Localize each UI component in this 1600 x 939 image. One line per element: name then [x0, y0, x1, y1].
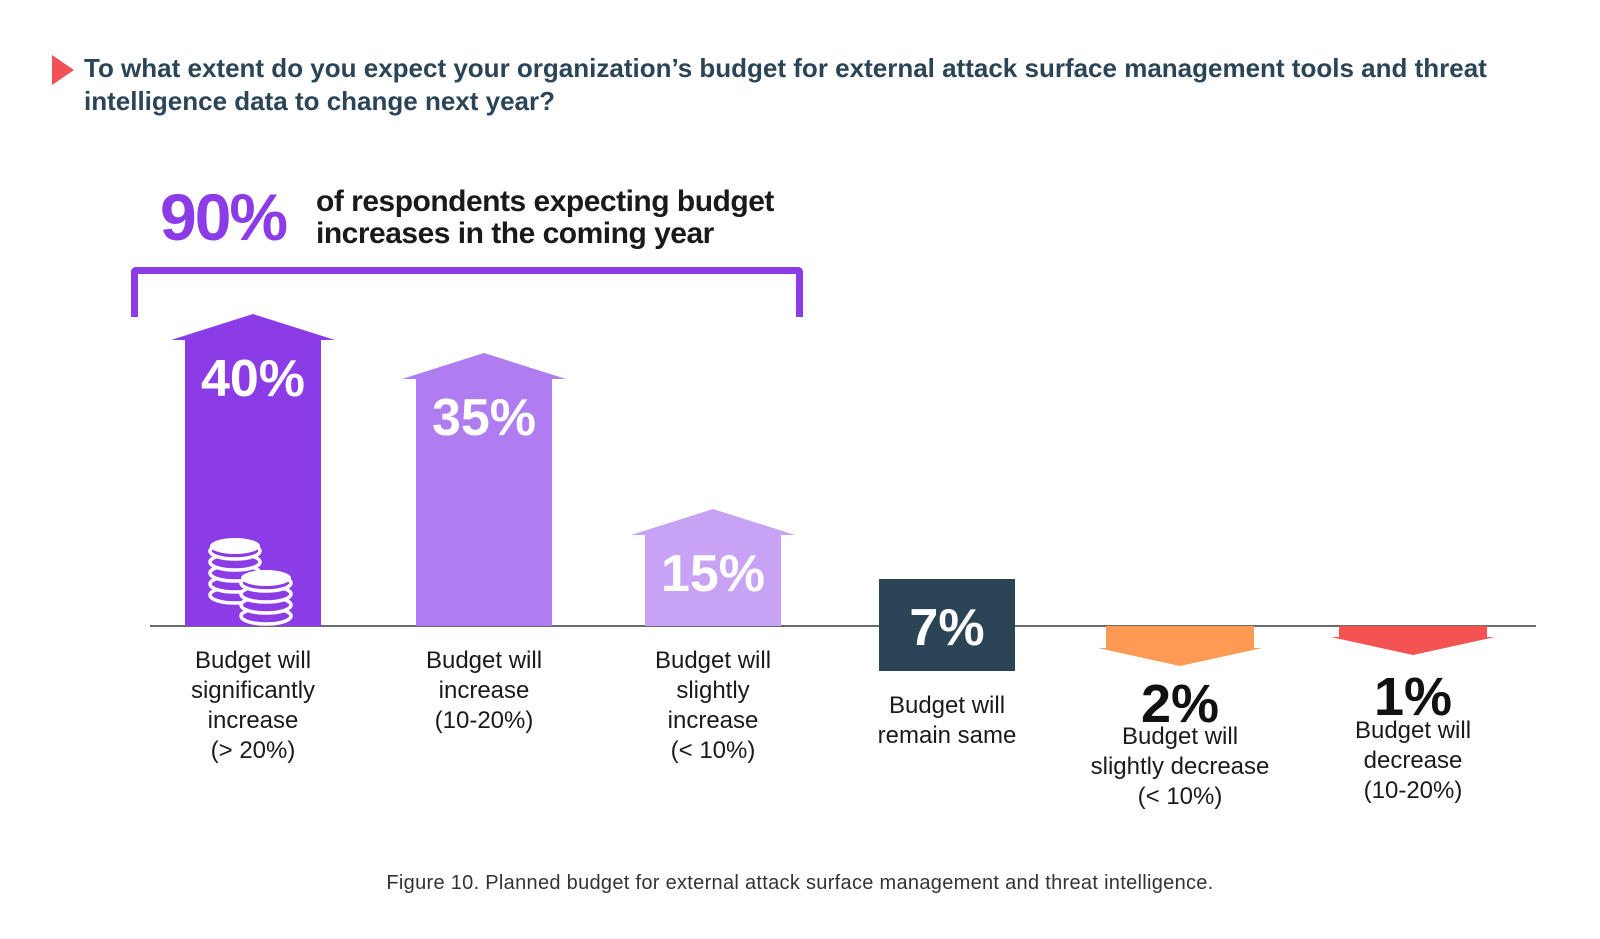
bar-value-label: 2% — [1141, 674, 1219, 734]
category-label: Budget will — [426, 647, 542, 674]
bar-group: 2%Budget will slightly decrease (< 10%) — [1091, 626, 1270, 810]
title-marker — [52, 55, 74, 85]
category-label: increase — [208, 707, 299, 734]
callout-value: 90% — [160, 180, 288, 254]
category-label: (10-20%) — [1364, 777, 1463, 804]
bar-flat — [879, 579, 1015, 671]
bar-group: 1%Budget will decrease (10-20%) — [1331, 626, 1495, 804]
category-label: decrease — [1364, 747, 1463, 774]
category-label: remain same — [878, 722, 1017, 749]
bar-group: 7% Budget will remain same — [878, 579, 1017, 749]
bar-arrow-down — [1331, 626, 1495, 655]
bar-group: 15% Budget will slightly increase (< 10%) — [631, 509, 795, 764]
category-label: (< 10%) — [671, 737, 756, 764]
chart-title: To what extent do you expect your organi… — [84, 53, 1487, 116]
bar-group: 40% Budget will significantly increase (> 20… — [171, 314, 335, 764]
category-label: increase — [668, 707, 759, 734]
bar-group: 35% Budget will increase (10-20%) — [402, 353, 566, 734]
bar-value-label: 40% — [201, 350, 305, 408]
category-label: increase — [439, 677, 530, 704]
category-label: (> 20%) — [211, 737, 296, 764]
bar-value-label: 15% — [661, 545, 765, 603]
category-label: Budget will — [889, 692, 1005, 719]
category-label: (10-20%) — [435, 707, 534, 734]
coins-icon — [208, 538, 293, 626]
bar-value-label: 7% — [909, 599, 984, 657]
increase-bracket — [131, 267, 803, 317]
callout-text: of respondents expecting budget increase… — [316, 185, 774, 250]
category-label: slightly — [676, 677, 749, 704]
bar-value-label: 35% — [432, 389, 536, 447]
category-label: Budget will — [655, 647, 771, 674]
category-label: Budget will — [1355, 717, 1471, 744]
bar-value-label: 1% — [1374, 667, 1452, 727]
figure-caption: Figure 10. Planned budget for external a… — [386, 872, 1214, 894]
category-label: slightly decrease — [1091, 753, 1270, 780]
bar-arrow-down — [1098, 626, 1262, 666]
category-label: Budget will — [195, 647, 311, 674]
category-label: Budget will — [1122, 723, 1238, 750]
bar-arrow-up — [631, 509, 795, 626]
bar-arrow-up — [402, 353, 566, 626]
category-label: (< 10%) — [1138, 783, 1223, 810]
category-label: significantly — [191, 677, 315, 704]
